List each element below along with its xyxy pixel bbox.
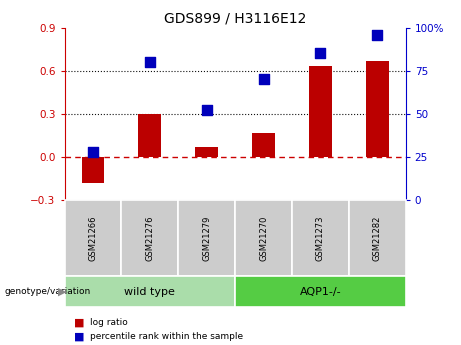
Point — [317, 51, 324, 56]
Text: ▶: ▶ — [58, 287, 66, 296]
Point — [373, 32, 381, 37]
Text: ■: ■ — [74, 318, 84, 327]
Text: percentile rank within the sample: percentile rank within the sample — [90, 332, 243, 341]
Point — [260, 77, 267, 82]
Title: GDS899 / H3116E12: GDS899 / H3116E12 — [164, 11, 306, 25]
Point — [89, 149, 97, 155]
Text: ■: ■ — [74, 332, 84, 341]
Text: wild type: wild type — [124, 287, 175, 296]
Text: GSM21276: GSM21276 — [145, 215, 154, 261]
Point — [146, 59, 154, 65]
Bar — [366, 61, 389, 157]
Bar — [195, 147, 218, 157]
Text: GSM21266: GSM21266 — [89, 215, 97, 261]
Text: GSM21279: GSM21279 — [202, 215, 211, 261]
Text: GSM21270: GSM21270 — [259, 215, 268, 261]
Text: genotype/variation: genotype/variation — [5, 287, 91, 296]
Text: log ratio: log ratio — [90, 318, 128, 327]
Bar — [309, 66, 332, 157]
Bar — [82, 157, 104, 183]
Bar — [252, 132, 275, 157]
Text: AQP1-/-: AQP1-/- — [300, 287, 341, 296]
Text: GSM21282: GSM21282 — [373, 215, 382, 261]
Bar — [138, 114, 161, 157]
Point — [203, 108, 210, 113]
Text: GSM21273: GSM21273 — [316, 215, 325, 261]
